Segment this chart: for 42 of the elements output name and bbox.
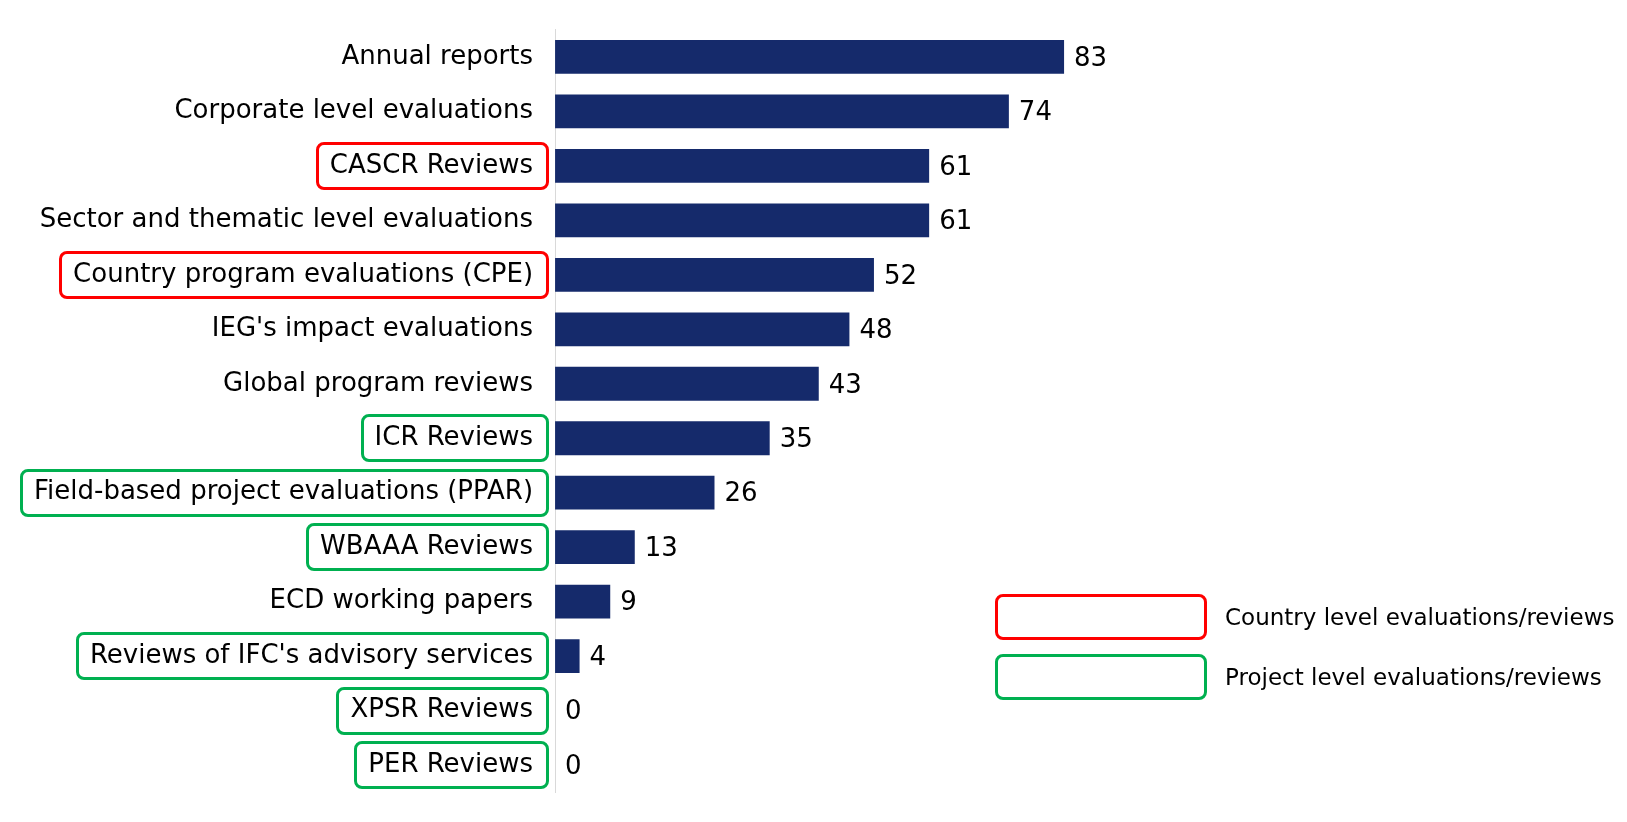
bar [555,530,635,565]
data-label: 83 [1074,41,1108,72]
data-label: 43 [828,368,862,399]
y-tick-label: Field-based project evaluations (PPAR) [33,475,534,506]
data-label: 13 [644,531,678,562]
bar [555,148,930,183]
bar [555,639,580,674]
data-label: 0 [565,695,582,726]
y-tick-label: Sector and thematic level evaluations [39,203,534,234]
y-tick-label: Reviews of IFC's advisory services [89,638,534,669]
y-tick-label: ECD working papers [269,584,534,615]
bar [555,312,850,347]
data-label: 35 [779,422,813,453]
data-label: 48 [859,314,893,345]
bar [555,203,930,238]
bar [555,475,715,510]
y-tick-label: CASCR Reviews [329,148,534,179]
bar [555,584,611,619]
data-label: 52 [883,259,918,290]
data-label: 0 [565,749,582,780]
bar [555,94,1009,129]
y-tick-label: ICR Reviews [374,420,534,451]
y-tick-label: Corporate level evaluations [174,94,534,125]
bar [555,366,819,401]
data-label: 4 [589,640,607,671]
y-tick-label: PER Reviews [368,747,534,778]
y-tick-label: Country program evaluations (CPE) [73,257,534,288]
y-tick-label: Global program reviews [223,366,534,397]
data-label: 61 [939,150,973,181]
y-tick-label: Annual reports [341,39,534,70]
data-label: 26 [724,477,758,508]
text: Project level evaluations/reviews [1225,664,1602,690]
data-label: 74 [1018,96,1052,127]
bar [555,257,874,292]
data-label: 9 [620,586,637,617]
text: Country level evaluations/reviews [1225,604,1615,630]
bar [555,39,1065,74]
y-tick-label: XPSR Reviews [350,693,534,724]
y-tick-label: WBAAA Reviews [320,529,534,560]
bar [555,421,770,456]
data-label: 61 [939,205,973,236]
y-tick-label: IEG's impact evaluations [211,312,534,343]
